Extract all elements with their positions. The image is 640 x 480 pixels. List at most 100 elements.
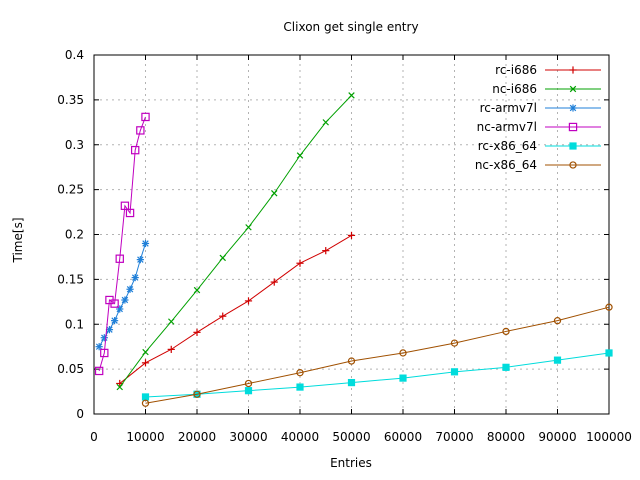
data-point-filled-square <box>244 387 253 395</box>
data-point-open-square <box>100 348 109 358</box>
data-point-open-square <box>131 145 140 155</box>
marker-square-filled <box>141 393 150 401</box>
marker-stroke <box>193 286 201 294</box>
series-line <box>119 95 352 388</box>
data-point-plus <box>244 297 253 305</box>
y-tick-label: 0.25 <box>57 183 84 197</box>
legend-sample-nc-i686 <box>545 85 601 93</box>
legend-sample-nc-armv7l <box>545 122 601 132</box>
data-point-open-circle <box>193 390 201 398</box>
marker-circle <box>141 399 150 407</box>
data-point-filled-square <box>141 393 150 401</box>
data-point-plus <box>322 247 330 255</box>
data-point-cross <box>219 254 226 262</box>
marker-square <box>120 201 130 210</box>
data-point-open-square <box>115 254 124 263</box>
data-point-plus <box>167 345 175 353</box>
marker-stroke <box>271 189 278 197</box>
data-point-filled-square <box>569 142 577 150</box>
marker-circle <box>244 379 253 388</box>
legend-label: rc-x86_64 <box>478 139 537 153</box>
series-line <box>119 234 352 384</box>
marker-stroke <box>142 348 149 356</box>
legend-entry-nc-x86_64[interactable]: nc-x86_64 <box>475 158 537 172</box>
data-point-cross <box>271 189 278 197</box>
series-nc-armv7l <box>94 112 150 376</box>
data-point-open-circle <box>296 369 304 377</box>
marker-square <box>125 208 135 218</box>
marker-stroke <box>121 296 129 304</box>
data-point-open-square <box>110 299 119 308</box>
data-point-filled-square <box>296 383 304 391</box>
legend-label: rc-armv7l <box>480 101 537 115</box>
legend-label: nc-x86_64 <box>475 158 537 172</box>
marker-stroke <box>322 119 329 126</box>
legend-entry-rc-x86_64[interactable]: rc-x86_64 <box>478 139 537 153</box>
data-point-plus <box>141 359 150 367</box>
legend-entry-rc-i686[interactable]: rc-i686 <box>495 63 537 77</box>
legend-sample-rc-x86_64 <box>545 142 601 150</box>
data-point-open-circle <box>399 349 407 357</box>
x-tick-label: 90000 <box>538 430 576 444</box>
series-line <box>98 243 146 347</box>
data-point-open-circle <box>141 399 150 407</box>
data-point-cross <box>168 318 175 325</box>
marker-square <box>568 122 578 132</box>
marker-circle <box>569 161 577 169</box>
marker-square-filled <box>605 349 613 357</box>
marker-square-filled <box>569 142 577 150</box>
plot-border <box>93 54 610 415</box>
legend-entry-nc-i686[interactable]: nc-i686 <box>492 82 537 96</box>
axis-tick-labels: 0 0.05 0.1 0.15 0.2 0.25 0.3 0.35 0.4 0 10000 20000… <box>57 48 632 444</box>
data-point-cross <box>245 224 252 231</box>
data-point-filled-square <box>347 378 356 387</box>
marker-square <box>94 366 104 376</box>
marker-square <box>115 254 124 263</box>
data-point-cross <box>296 152 304 159</box>
legend-entry-nc-armv7l[interactable]: nc-armv7l <box>477 120 537 134</box>
marker-square-filled <box>502 363 510 371</box>
legend: rc-i686 nc-i686 rc-armv7l nc-armv7l rc-x… <box>475 63 601 172</box>
data-point-asterisk <box>141 239 150 248</box>
data-point-asterisk <box>121 296 129 304</box>
marker-stroke <box>131 274 139 281</box>
data-point-cross <box>569 85 577 93</box>
marker-stroke <box>569 85 577 93</box>
data-point-filled-square <box>399 374 407 382</box>
marker-stroke <box>126 286 134 293</box>
data-point-open-square <box>125 208 135 218</box>
y-tick-label: 0.35 <box>57 93 84 107</box>
data-point-cross <box>193 286 201 294</box>
marker-circle <box>193 390 201 398</box>
marker-stroke <box>116 305 123 313</box>
data-point-open-square <box>141 112 150 122</box>
legend-sample-rc-i686 <box>545 66 601 74</box>
marker-stroke <box>245 224 252 231</box>
x-tick-label: 10000 <box>126 430 164 444</box>
legend-entry-rc-armv7l[interactable]: rc-armv7l <box>480 101 537 115</box>
x-tick-label: 60000 <box>384 430 422 444</box>
data-point-plus <box>270 278 278 286</box>
marker-square <box>100 348 109 358</box>
x-tick-label: 20000 <box>178 430 216 444</box>
x-tick-label: 0 <box>90 430 98 444</box>
data-point-open-circle <box>553 317 562 325</box>
data-series <box>94 92 613 407</box>
y-tick-label: 0 <box>76 407 84 421</box>
marker-stroke <box>348 92 355 99</box>
legend-label: nc-i686 <box>492 82 537 96</box>
data-point-open-circle <box>605 303 613 311</box>
marker-square <box>131 145 140 155</box>
legend-sample-rc-armv7l <box>545 104 601 112</box>
x-tick-label: 80000 <box>487 430 525 444</box>
marker-square-filled <box>244 387 253 395</box>
legend-sample-nc-x86_64 <box>545 161 601 169</box>
marker-square <box>110 299 119 308</box>
data-point-filled-square <box>605 349 613 357</box>
marker-circle <box>450 339 459 347</box>
marker-stroke <box>296 152 304 159</box>
data-point-asterisk <box>95 343 103 351</box>
y-tick-label: 0.15 <box>57 272 84 286</box>
marker-square <box>136 126 145 135</box>
